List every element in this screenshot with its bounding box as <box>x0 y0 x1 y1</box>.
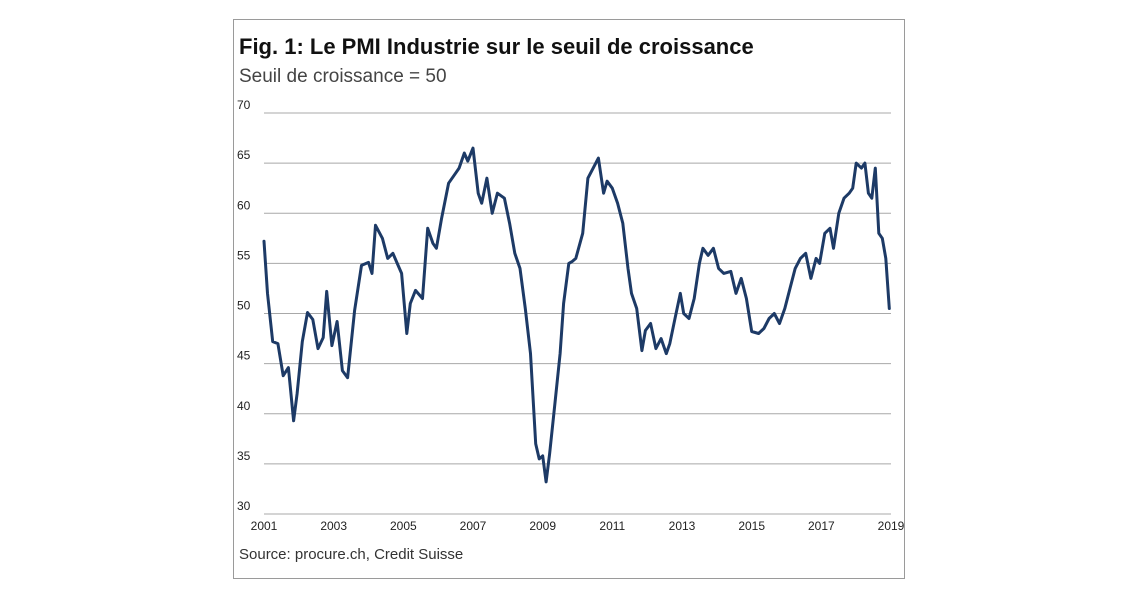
x-tick-label: 2013 <box>669 519 696 533</box>
x-tick-label: 2017 <box>808 519 835 533</box>
x-tick-label: 2015 <box>738 519 765 533</box>
x-tick-label: 2001 <box>251 519 278 533</box>
y-tick-label: 30 <box>237 499 251 513</box>
x-tick-label: 2009 <box>529 519 556 533</box>
x-tick-label: 2007 <box>460 519 487 533</box>
y-tick-label: 45 <box>237 349 251 363</box>
x-tick-label: 2003 <box>320 519 347 533</box>
pmi-series-line <box>262 146 891 484</box>
gridlines <box>264 112 891 515</box>
chart-source: Source: procure.ch, Credit Suisse <box>239 546 464 563</box>
chart-subtitle: Seuil de croissance = 50 <box>239 66 447 87</box>
y-tick-label: 40 <box>237 399 251 413</box>
chart-frame: Fig. 1: Le PMI Industrie sur le seuil de… <box>233 19 905 579</box>
y-tick-label: 70 <box>237 98 251 112</box>
x-tick-label: 2019 <box>878 519 904 533</box>
x-tick-label: 2011 <box>599 519 625 533</box>
y-tick-label: 50 <box>237 299 251 313</box>
y-axis-ticks: 30 35 40 45 50 55 60 65 70 <box>237 98 251 513</box>
x-tick-label: 2005 <box>390 519 417 533</box>
y-tick-label: 60 <box>237 198 251 212</box>
y-tick-label: 35 <box>237 449 251 463</box>
y-tick-label: 55 <box>237 248 251 262</box>
chart-title: Fig. 1: Le PMI Industrie sur le seuil de… <box>239 34 754 59</box>
x-axis-ticks: 2001 2003 2005 2007 2009 2011 2013 2015 2017 2019 <box>251 519 904 533</box>
y-tick-label: 65 <box>237 148 251 162</box>
